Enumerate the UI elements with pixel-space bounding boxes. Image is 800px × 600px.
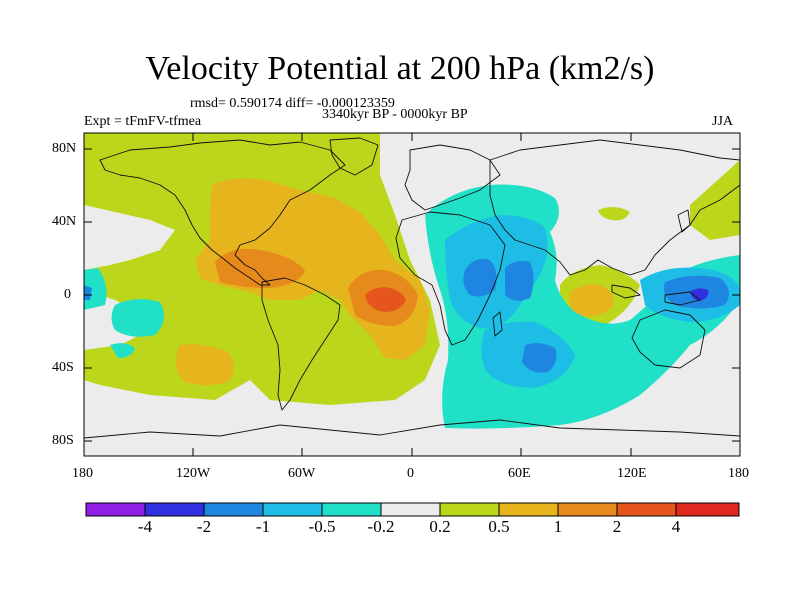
coastline-japan (677, 209, 691, 233)
lon-label-120w: 120W (176, 466, 211, 481)
lat-label-80n: 80N (52, 141, 77, 156)
contour-negative-1-indian (522, 343, 557, 373)
colorbar-bin-5 (321, 502, 382, 517)
lon-label-0: 0 (407, 466, 414, 481)
contour-positive-0.5-indian (569, 284, 614, 317)
colorbar-bin-10 (616, 502, 677, 517)
coastline-asia (489, 139, 740, 276)
lon-label-180-west: 180 (72, 466, 93, 481)
colorbar-bin-9 (557, 502, 618, 517)
lat-label-40n: 40N (52, 214, 77, 229)
colorbar-label: 2 (612, 517, 622, 536)
coastline-new-guinea (664, 291, 701, 306)
lon-label-60w: 60W (288, 466, 316, 481)
stats-text: rmsd= 0.590174 diff= -0.000123359 (190, 96, 395, 111)
coastline-south-america (261, 277, 341, 411)
experiment-label: Expt = tFmFV-tfmea (84, 114, 202, 129)
coastline-north-america (99, 139, 346, 286)
colorbar-bin-1 (85, 502, 146, 517)
lon-label-180-east: 180 (728, 466, 749, 481)
coastlines (84, 137, 740, 439)
coastline-australia (631, 309, 706, 369)
colorbar-label: -4 (137, 517, 153, 536)
lat-label-40s: 40S (52, 360, 74, 375)
colorbar-label: 0.2 (429, 517, 451, 536)
colorbar-bin-4 (262, 502, 323, 517)
contour-negative-1-dateline (84, 285, 92, 300)
colorbar-label: -1 (255, 517, 271, 536)
colorbar-bin-7 (439, 502, 500, 517)
contour-field (84, 133, 740, 456)
colorbar-bin-3 (203, 502, 264, 517)
colorbar-bin-6 (380, 502, 441, 517)
contour-positive-0.2-east-asia-2 (598, 206, 630, 221)
colorbar-label: -0.2 (367, 517, 395, 536)
coastline-africa (395, 211, 506, 346)
coastline-madagascar (492, 311, 503, 337)
contour-negative-1-africa (463, 258, 497, 297)
lon-label-120e: 120E (617, 466, 647, 481)
contour-negative-0.2-south-pacific (111, 299, 164, 337)
colorbar (85, 502, 740, 517)
colorbar-bin-8 (498, 502, 559, 517)
contour-negative-1-arabia (505, 260, 534, 301)
lon-label-60e: 60E (508, 466, 531, 481)
colorbar-bin-2 (144, 502, 205, 517)
contour-negative-2-west-pacific (690, 288, 709, 301)
lat-label-0: 0 (64, 287, 71, 302)
coastline-antarctica (84, 419, 740, 439)
colorbar-bin-11 (675, 502, 740, 517)
contour-positive-0.2-east-asia (690, 160, 740, 240)
colorbar-label: 0.5 (488, 517, 510, 536)
coastline-indonesia (611, 284, 641, 299)
lat-label-80s: 80S (52, 433, 74, 448)
contour-positive-2-atlantic (365, 287, 406, 312)
coastline-greenland (329, 137, 379, 176)
contour-positive-0.5-south-pacific (176, 344, 234, 385)
period-text: 3340kyr BP - 0000kyr BP (322, 107, 468, 122)
season-label: JJA (712, 114, 734, 129)
colorbar-label: -2 (196, 517, 212, 536)
axis-ticks (83, 133, 741, 456)
colorbar-label: -0.5 (308, 517, 336, 536)
contour-positive-0.2-north-pacific (84, 140, 175, 185)
contour-negative-0.2-south-pacific-2 (110, 343, 135, 358)
map-title: Velocity Potential at 200 hPa (km2/s) (145, 50, 655, 87)
colorbar-label: 1 (553, 517, 563, 536)
colorbar-label: 4 (671, 517, 681, 536)
coastline-europe (404, 144, 501, 211)
